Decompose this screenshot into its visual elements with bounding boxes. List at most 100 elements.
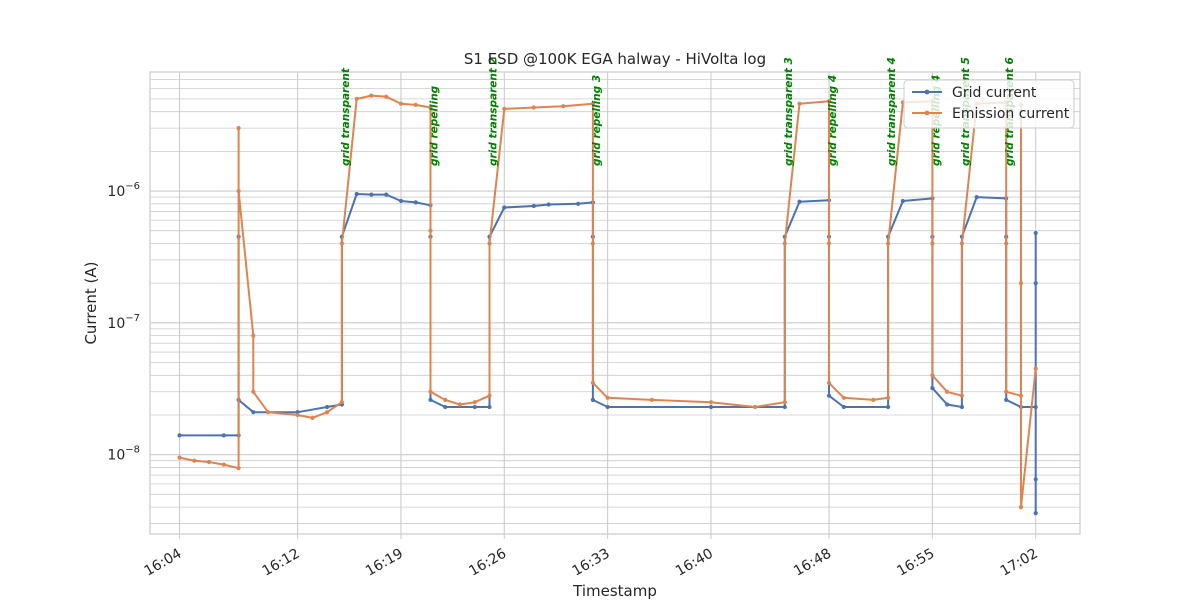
data-point (797, 101, 802, 106)
data-point (590, 241, 596, 246)
data-point (546, 202, 551, 207)
data-point (605, 395, 610, 400)
data-point (1018, 505, 1024, 510)
data-point (339, 400, 344, 405)
data-point (590, 380, 596, 385)
data-point (251, 410, 256, 415)
data-point (428, 105, 433, 110)
plot-frame (149, 71, 1081, 535)
data-point (826, 393, 832, 398)
data-point (900, 198, 906, 204)
data-point (561, 104, 566, 109)
y-tick-label: 10−6 (107, 181, 140, 200)
legend-label: Grid current (952, 85, 1037, 101)
series-layer (177, 93, 1038, 516)
data-point (236, 188, 241, 194)
data-point (325, 404, 330, 410)
data-point (782, 400, 787, 405)
event-annotation: grid transparent 4 (886, 57, 898, 166)
data-point (531, 105, 536, 110)
data-point (930, 373, 935, 378)
data-point (1033, 366, 1038, 371)
data-point (886, 241, 891, 246)
data-point (753, 404, 758, 410)
legend-swatch-marker (924, 110, 930, 116)
data-point (959, 393, 965, 398)
data-point (871, 397, 876, 402)
data-point (1033, 230, 1038, 236)
data-point (826, 99, 832, 104)
legend-label: Emission current (952, 106, 1070, 122)
data-point (826, 241, 832, 246)
data-point (487, 404, 492, 410)
data-point (797, 199, 802, 204)
data-point (502, 205, 507, 210)
data-point (177, 455, 182, 460)
data-point (443, 404, 448, 410)
data-point (251, 333, 256, 338)
annotation-layer: grid transparent grid repelling grid trans… (340, 57, 1016, 166)
data-point (398, 198, 404, 204)
data-point (457, 402, 463, 407)
data-point (841, 395, 846, 400)
event-annotation: grid transparent 2 (488, 57, 500, 166)
data-point (605, 404, 610, 410)
data-point (443, 397, 448, 402)
data-point (413, 200, 418, 205)
data-point (369, 192, 374, 197)
data-point (428, 228, 433, 233)
data-point (354, 96, 359, 101)
data-point (221, 433, 226, 438)
grid-layer (150, 71, 1080, 534)
event-annotation: grid repelling 4 (827, 75, 839, 166)
data-point (959, 241, 965, 246)
chart-title: S1 ESD @100K EGA halway - HiVolta log (464, 50, 766, 68)
event-annotation: grid transparent (340, 67, 352, 166)
x-axis-label: Timestamp (572, 582, 657, 600)
data-point (708, 400, 714, 405)
data-point (428, 397, 433, 402)
data-point (1018, 281, 1024, 286)
data-point (428, 389, 433, 394)
data-point (310, 415, 315, 420)
data-point (841, 404, 846, 410)
data-point (886, 395, 891, 400)
data-point (177, 433, 182, 438)
data-point (930, 386, 935, 391)
data-point (1004, 389, 1009, 394)
data-point (487, 241, 492, 246)
data-point (1033, 477, 1038, 482)
data-point (251, 389, 256, 394)
data-point (708, 404, 714, 410)
data-point (1033, 510, 1038, 516)
data-point (576, 201, 581, 206)
data-point (398, 101, 404, 106)
data-point (1018, 393, 1024, 398)
data-point (649, 397, 655, 402)
data-point (590, 101, 596, 106)
data-point (502, 106, 507, 111)
data-point (959, 404, 965, 410)
data-point (590, 397, 596, 402)
data-point (369, 93, 374, 98)
data-point (221, 462, 226, 467)
data-point (472, 404, 477, 410)
legend-box (903, 79, 1075, 129)
data-point (236, 126, 241, 131)
data-point (945, 389, 950, 394)
data-point (531, 203, 536, 209)
data-point (236, 466, 241, 471)
event-annotation: grid repelling (428, 85, 440, 166)
data-point (266, 410, 271, 415)
y-tick-label: 10−8 (107, 445, 140, 464)
data-point (413, 102, 418, 107)
series-line-emission-current (179, 94, 1037, 509)
data-point (1033, 281, 1038, 286)
data-point (1033, 404, 1038, 410)
data-point (325, 410, 330, 415)
data-point (295, 412, 300, 418)
legend: Grid current Emission current (903, 79, 1075, 129)
event-annotation: grid repelling 3 (591, 75, 603, 166)
